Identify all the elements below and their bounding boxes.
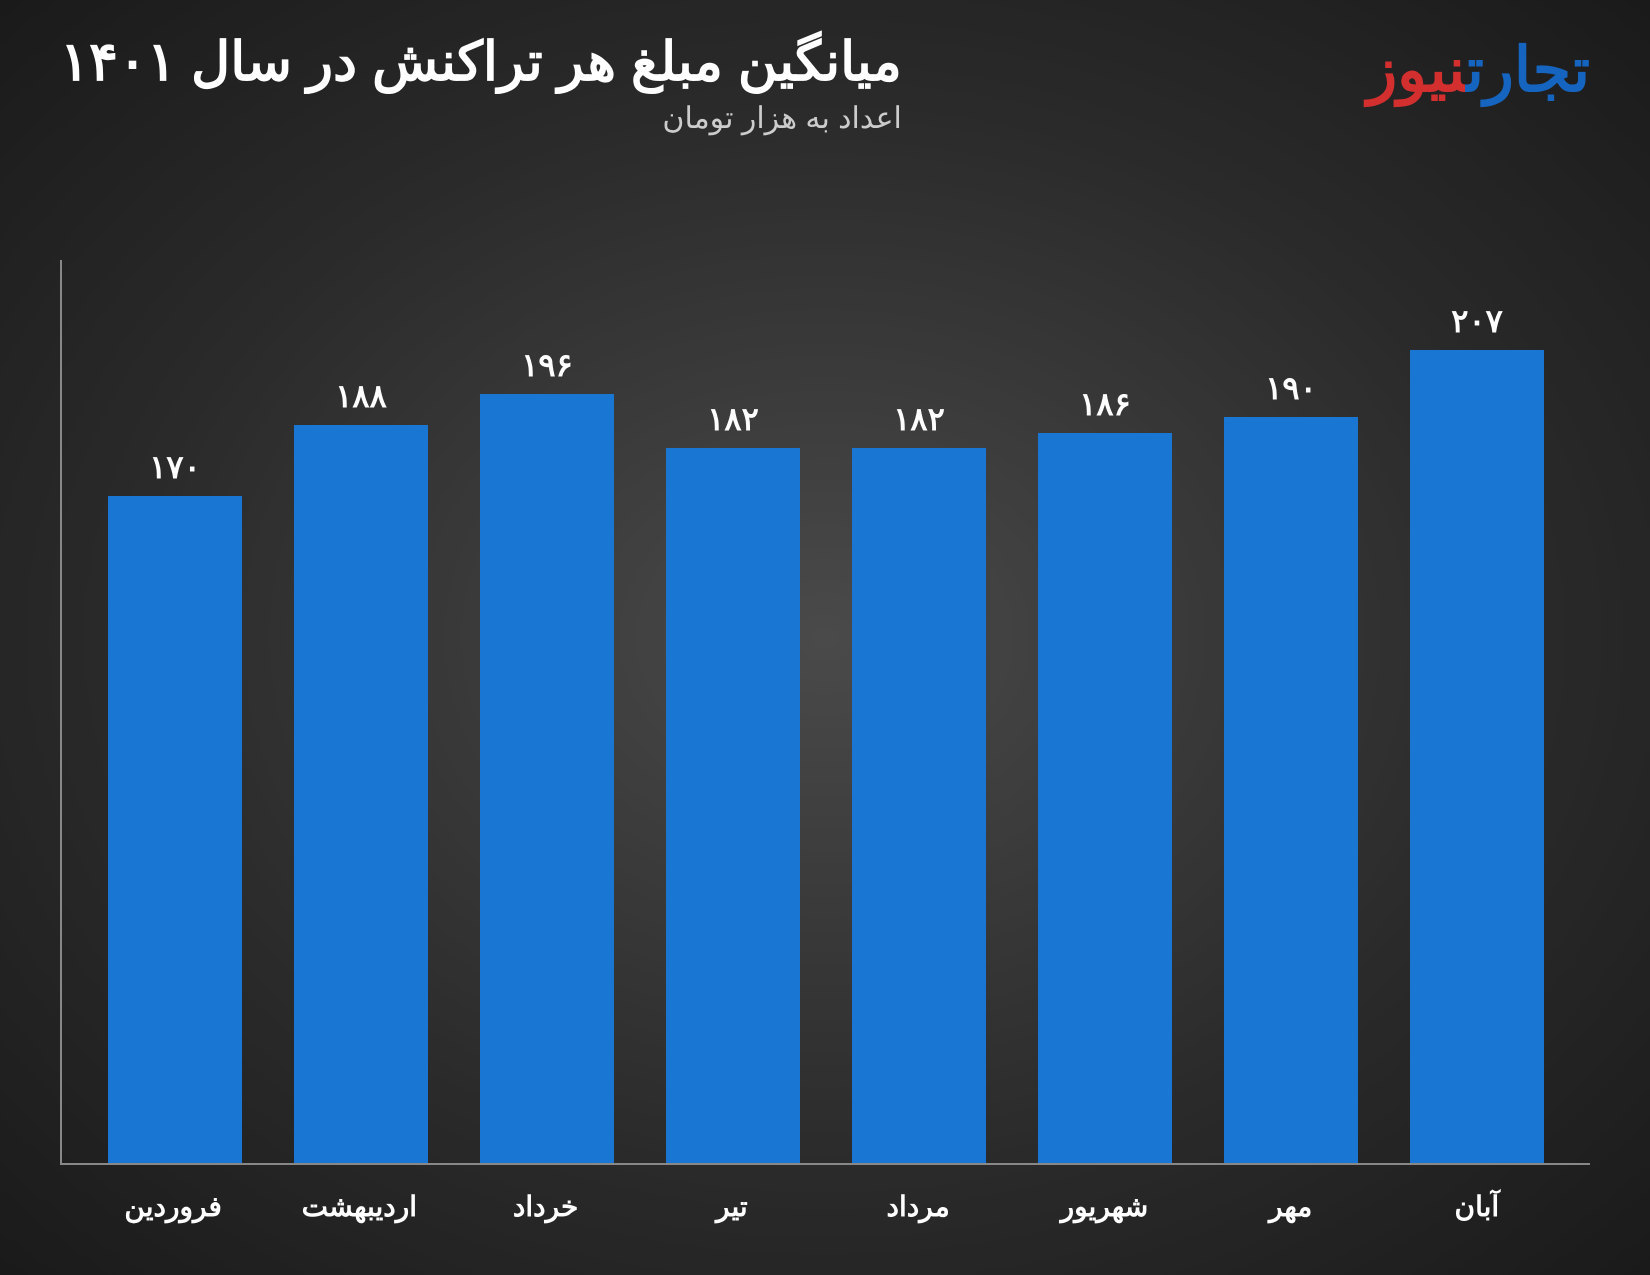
bar-group: ۱۸۲	[640, 260, 826, 1163]
x-axis-labels: فروردیناردیبهشتخردادتیرمردادشهریورمهرآبا…	[60, 1175, 1590, 1235]
bars-container: ۱۷۰ ۱۸۸ ۱۹۶ ۱۸۲ ۱۸۲ ۱۸۶ ۱۹۰ ۲۰۷	[62, 260, 1590, 1163]
bar-group: ۱۸۸	[268, 260, 454, 1163]
bar	[294, 425, 428, 1163]
bar	[1038, 433, 1172, 1163]
bar-value-label: ۱۸۲	[893, 400, 945, 438]
x-axis-label: مهر	[1198, 1175, 1384, 1235]
logo-part-2: نیوز	[1367, 36, 1466, 105]
x-axis-label: خرداد	[453, 1175, 639, 1235]
x-axis-label: آبان	[1384, 1175, 1570, 1235]
x-axis-label: تیر	[639, 1175, 825, 1235]
bar-value-label: ۱۸۶	[1079, 385, 1131, 423]
bar-value-label: ۱۸۸	[335, 377, 387, 415]
bar	[1224, 417, 1358, 1163]
x-axis-label: اردیبهشت	[266, 1175, 452, 1235]
chart-header: تجارتنیوز میانگین مبلغ هر تراکنش در سال …	[0, 30, 1650, 136]
bar	[666, 448, 800, 1163]
brand-logo: تجارتنیوز	[1367, 30, 1590, 102]
bar-group: ۱۸۶	[1012, 260, 1198, 1163]
bar-value-label: ۱۹۰	[1265, 369, 1317, 407]
bar-group: ۱۷۰	[82, 260, 268, 1163]
bar	[1410, 350, 1544, 1163]
x-axis-label: شهریور	[1011, 1175, 1197, 1235]
bar-value-label: ۱۹۶	[521, 346, 573, 384]
x-axis-label: مرداد	[825, 1175, 1011, 1235]
logo-part-1: تجارت	[1467, 36, 1590, 105]
chart-subtitle: اعداد به هزار تومان	[60, 101, 902, 136]
chart-plot: ۱۷۰ ۱۸۸ ۱۹۶ ۱۸۲ ۱۸۲ ۱۸۶ ۱۹۰ ۲۰۷	[60, 260, 1590, 1165]
bar-group: ۲۰۷	[1384, 260, 1570, 1163]
bar-group: ۱۹۶	[454, 260, 640, 1163]
bar-value-label: ۱۸۲	[707, 400, 759, 438]
bar	[108, 496, 242, 1163]
chart-area: ۱۷۰ ۱۸۸ ۱۹۶ ۱۸۲ ۱۸۲ ۱۸۶ ۱۹۰ ۲۰۷ فروردیناردیبهشت…	[60, 260, 1590, 1235]
bar-group: ۱۹۰	[1198, 260, 1384, 1163]
bar	[480, 394, 614, 1164]
bar-group: ۱۸۲	[826, 260, 1012, 1163]
bar	[852, 448, 986, 1163]
bar-value-label: ۱۷۰	[149, 448, 201, 486]
chart-title: میانگین مبلغ هر تراکنش در سال ۱۴۰۱	[60, 30, 902, 93]
title-block: میانگین مبلغ هر تراکنش در سال ۱۴۰۱ اعداد…	[60, 30, 902, 136]
bar-value-label: ۲۰۷	[1451, 302, 1503, 340]
x-axis-label: فروردین	[80, 1175, 266, 1235]
